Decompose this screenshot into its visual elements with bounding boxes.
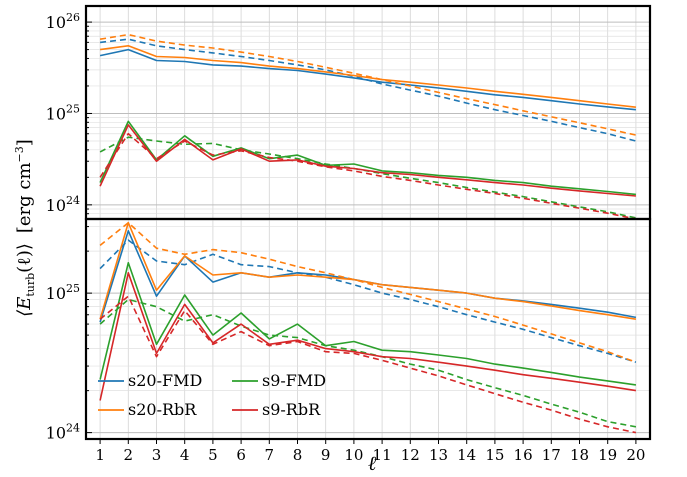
y-axis-label-units-close: ] [14, 139, 35, 146]
legend-label: s9-RbR [262, 400, 321, 419]
y-axis-label-subscript: turb [24, 273, 37, 297]
y-tick-label: 1024 [46, 422, 80, 443]
y-axis-label-arg: (ℓ)⟩ [14, 243, 35, 273]
y-axis-label-symbol: ⟨E [14, 297, 35, 317]
series-line-s20-FMD [99, 230, 637, 323]
legend-label: s9-FMD [262, 371, 326, 390]
x-tick-label: 7 [265, 446, 275, 464]
x-tick-label: 16 [514, 446, 533, 464]
x-tick-label: 3 [152, 446, 162, 464]
bottom-panel-y-ticks: 1024 1025 [46, 282, 80, 442]
x-tick-label: 6 [236, 446, 246, 464]
x-tick-label: 2 [124, 446, 134, 464]
top-panel-series [99, 33, 637, 220]
top-panel-grid [86, 6, 650, 220]
x-tick-label: 1 [95, 446, 105, 464]
y-axis-label-units-exponent: −3 [13, 146, 26, 162]
y-tick-label: 1025 [46, 282, 80, 303]
series-line-s9-RbR [99, 124, 636, 197]
legend-label: s20-FMD [128, 371, 202, 390]
series-line-dashed [99, 295, 637, 434]
x-axis-label: ℓ [368, 451, 377, 475]
x-tick-label: 15 [485, 446, 504, 464]
x-tick-label: 9 [321, 446, 331, 464]
y-axis-label: ⟨Eturb(ℓ)⟩ [erg cm−3] [13, 139, 37, 317]
series-line-dashed [99, 239, 637, 363]
series-line-s9-RbR [99, 271, 637, 401]
series-line-dashed [99, 33, 637, 136]
series-line-s20-RbR [99, 221, 637, 320]
x-tick-label: 13 [429, 446, 448, 464]
series-line-s9-FMD [99, 120, 636, 196]
series-line-dashed [99, 221, 637, 363]
top-panel-y-ticks: 1024 1025 1026 [46, 11, 80, 215]
x-tick-label: 4 [180, 446, 190, 464]
x-tick-label: 20 [626, 446, 645, 464]
series-line-dashed [99, 132, 637, 220]
bottom-panel-series [99, 221, 637, 434]
y-tick-label: 1024 [46, 194, 80, 215]
series-line-dashed [99, 298, 637, 428]
bottom-panel-grid [86, 219, 650, 440]
bottom-panel-frame [84, 217, 652, 441]
series-line-s20-RbR [99, 44, 636, 108]
top-panel: 1024 1025 1026 [46, 4, 652, 221]
series-line-dashed [100, 38, 637, 142]
legend: s20-FMD s20-RbR s9-FMD s9-RbR [98, 371, 326, 419]
y-tick-label: 1026 [46, 11, 80, 32]
x-tick-label: 8 [293, 446, 303, 464]
series-line-s9-FMD [99, 261, 637, 386]
x-tick-label: 10 [344, 446, 363, 464]
x-tick-label: 18 [570, 446, 589, 464]
x-tick-label: 19 [598, 446, 617, 464]
legend-label: s20-RbR [128, 400, 197, 419]
x-tick-label: 11 [373, 446, 392, 464]
x-axis-ticks: 1 2 3 4 5 6 7 8 9 10 11 12 13 14 15 16 17 18 19 20 [95, 439, 645, 464]
y-axis-label-units: [erg cm [14, 162, 35, 233]
x-tick-label: 5 [208, 446, 218, 464]
x-tick-label: 17 [542, 446, 561, 464]
x-tick-label: 12 [401, 446, 420, 464]
y-tick-label: 1025 [46, 102, 80, 123]
x-tick-label: 14 [457, 446, 476, 464]
